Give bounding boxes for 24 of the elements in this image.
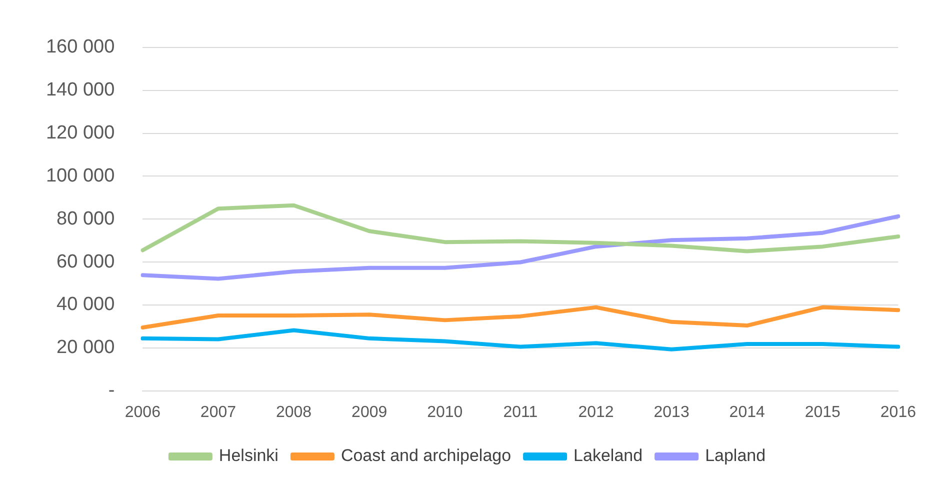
x-tick-label: 2014 (729, 404, 765, 421)
x-tick-label: 2009 (352, 404, 388, 421)
y-tick-label: 120 000 (46, 122, 115, 144)
y-tick-label: - (108, 380, 115, 402)
x-tick-label: 2013 (654, 404, 690, 421)
y-tick-label: 160 000 (46, 36, 115, 58)
x-tick-label: 2007 (200, 404, 236, 421)
x-tick-label: 2006 (124, 404, 161, 421)
legend-label: Lapland (705, 446, 766, 466)
y-tick-label: 140 000 (46, 80, 115, 101)
x-tick-label: 2016 (880, 404, 916, 421)
legend-label: Helsinki (218, 446, 278, 466)
y-tick-label: 60 000 (56, 251, 115, 272)
y-tick-label: 40 000 (56, 294, 115, 316)
x-tick-label: 2010 (427, 404, 463, 421)
y-tick-label: 100 000 (46, 165, 115, 186)
x-tick-label: 2008 (276, 404, 312, 421)
x-tick-label: 2015 (804, 404, 841, 421)
y-tick-label: 80 000 (56, 208, 115, 230)
x-tick-label: 2012 (578, 404, 614, 421)
x-tick-label: 2011 (503, 404, 538, 421)
legend-label: Lakeland (574, 446, 643, 466)
legend-label: Coast and archipelago (340, 446, 512, 466)
y-tick-label: 20 000 (56, 337, 115, 358)
